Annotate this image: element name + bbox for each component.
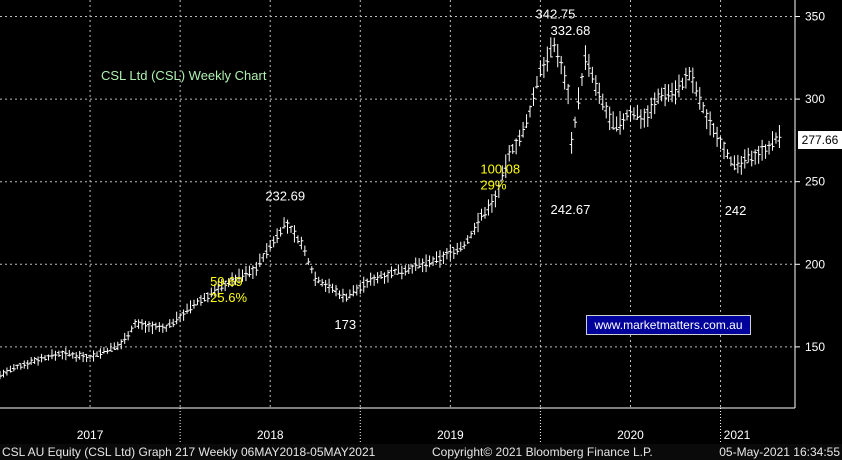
price-annotation: 242 (725, 203, 747, 218)
move-annotation: 29% (480, 177, 506, 192)
move-annotation: 25.6% (210, 290, 247, 305)
x-tick-label: 2020 (617, 428, 644, 442)
grid-lines (0, 0, 795, 408)
price-annotations: 232.69 173 342.75 332.68 242.67 242 59.6925.6%… (210, 6, 746, 331)
y-axis-ticks: 150 200 250 300 350 (795, 10, 825, 354)
current-price-tag: 277.66 (798, 131, 842, 149)
x-tick-label: 2018 (257, 428, 284, 442)
footer-copyright: Copyright© 2021 Bloomberg Finance L.P. (432, 445, 653, 459)
footer-bar: CSL AU Equity (CSL Ltd) Graph 217 Weekly… (0, 444, 842, 460)
y-tick-label: 350 (805, 10, 825, 24)
y-tick-label: 250 (805, 175, 825, 189)
watermark-link[interactable]: www.marketmatters.com.au (586, 315, 751, 335)
price-annotation: 173 (334, 317, 356, 332)
x-axis-ticks: 2017 2018 2019 2020 2021 (77, 408, 751, 444)
price-chart: 232.69 173 342.75 332.68 242.67 242 59.6925.6%… (0, 0, 825, 444)
y-tick-label: 200 (805, 257, 825, 271)
price-annotation: 232.69 (265, 188, 305, 203)
chart-title: CSL Ltd (CSL) Weekly Chart (101, 68, 267, 83)
y-tick-label: 300 (805, 92, 825, 106)
footer-security-info: CSL AU Equity (CSL Ltd) Graph 217 Weekly… (2, 445, 376, 459)
x-tick-label: 2019 (437, 428, 464, 442)
x-tick-label: 2021 (724, 428, 751, 442)
price-annotation: 242.67 (551, 202, 591, 217)
move-annotation: 59.69 (210, 274, 243, 289)
move-annotation: 100.08 (480, 161, 520, 176)
plot-background (0, 0, 795, 408)
price-annotation: 342.75 (536, 6, 576, 21)
y-tick-label: 150 (805, 340, 825, 354)
price-annotation: 332.68 (551, 23, 591, 38)
x-tick-label: 2017 (77, 428, 104, 442)
footer-timestamp: 05-May-2021 16:34:55 (719, 445, 840, 459)
price-bars (0, 37, 782, 380)
